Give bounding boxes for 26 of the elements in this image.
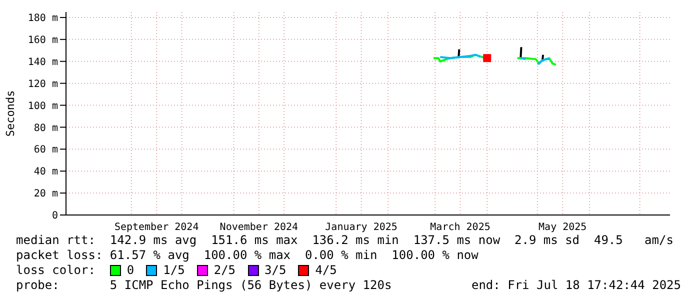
y-tick-label: 20 m bbox=[34, 188, 58, 200]
legend-label: 1/5 bbox=[163, 263, 185, 278]
x-tick-label: May 2025 bbox=[538, 222, 587, 234]
y-tick-label: 60 m bbox=[34, 144, 58, 156]
text: median rtt: 142.9 ms avg 151.6 ms max 136.2 ms min 137.5 ms now 2.9 ms sd 49.5 am/s bbox=[16, 233, 674, 248]
legend-label: 3/5 bbox=[264, 263, 286, 278]
text: packet loss: 61.57 % avg 100.00 % max 0.00 % min 100.00 % now bbox=[16, 248, 480, 263]
legend-label: 4/5 bbox=[315, 263, 337, 278]
y-tick-label: 40 m bbox=[34, 166, 58, 178]
y-tick-label: 120 m bbox=[28, 78, 58, 90]
text: end: Fri Jul 18 17:42:44 2025 bbox=[471, 278, 681, 293]
x-tick-label: November 2024 bbox=[220, 222, 298, 234]
legend-title: loss color: bbox=[16, 263, 96, 278]
y-tick-label: 180 m bbox=[28, 13, 58, 24]
x-tick-label: January 2025 bbox=[325, 222, 398, 234]
legend-label: 0 bbox=[126, 263, 134, 278]
y-tick-label: 160 m bbox=[28, 34, 58, 46]
y-axis-title: Seconds bbox=[4, 90, 17, 137]
x-tick-label: March 2025 bbox=[430, 222, 490, 234]
y-tick-label: 0 bbox=[52, 210, 58, 222]
y-tick-label: 140 m bbox=[28, 56, 58, 68]
legend-label: 2/5 bbox=[214, 263, 236, 278]
text: probe: 5 ICMP Echo Pings (56 Bytes) every 120s bbox=[16, 278, 392, 293]
x-tick-label: September 2024 bbox=[114, 222, 199, 234]
y-tick-label: 100 m bbox=[28, 100, 58, 112]
y-tick-label: 80 m bbox=[34, 122, 58, 134]
